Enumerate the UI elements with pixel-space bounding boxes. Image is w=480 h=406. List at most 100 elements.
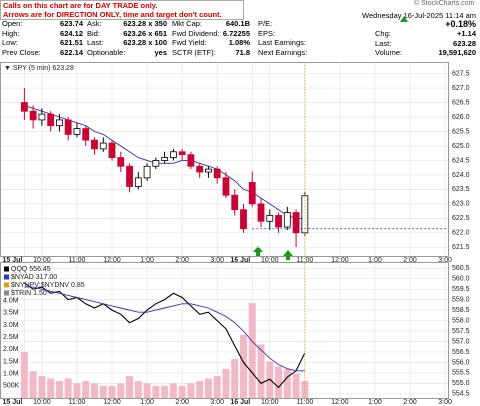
y-tick-label: 626.0 — [452, 114, 470, 121]
x-tick-label: 2:00 — [403, 399, 417, 406]
y-tick-label: 621.5 — [452, 244, 470, 251]
y2-tick-label: 1.0M — [3, 371, 19, 378]
candle-body — [143, 165, 151, 179]
volume-bar — [82, 380, 90, 398]
field-value: 623.28 x 100 — [123, 38, 167, 47]
candle-body — [64, 119, 72, 135]
legend-swatch — [4, 282, 9, 288]
volume-bar — [99, 385, 107, 398]
y2-tick-label: 500K — [3, 383, 20, 390]
x-tick-label: 16 Jul — [230, 257, 250, 264]
volume-bar — [29, 371, 37, 398]
candle-body — [169, 151, 177, 158]
notice-line: Arrows are for DIRECTION ONLY, time and … — [3, 10, 222, 19]
volume-bar — [292, 373, 300, 398]
top-panel — [0, 62, 449, 257]
y-tick-label: 560.0 — [452, 276, 470, 283]
volume-bar — [126, 376, 134, 398]
legend-entry: QQQ 556.45 — [11, 266, 51, 273]
y-tick-label: 555.0 — [452, 380, 470, 387]
y-tick-label: 557.5 — [452, 328, 470, 335]
candle-body — [126, 165, 133, 187]
y-tick-label: 623.0 — [452, 201, 470, 208]
candle-body — [275, 215, 282, 228]
field-label: Last: — [87, 38, 104, 47]
y-tick-label: 627.0 — [452, 85, 470, 92]
y-tick-label: 624.0 — [452, 172, 470, 179]
field-label: Mkt Cap: — [172, 19, 203, 28]
field-label: Fwd Yield: — [172, 38, 207, 47]
field-label: Prev Close: — [2, 47, 41, 57]
y2-tick-label: 3.0M — [3, 322, 19, 329]
change-pct: +0.18% — [445, 19, 476, 29]
volume-bar — [55, 380, 63, 398]
stat-value: +1.14 — [457, 29, 476, 38]
field-label: Last Earnings: — [258, 38, 306, 47]
legend-swatch — [4, 290, 9, 296]
y2-tick-label: 2.0M — [3, 346, 19, 353]
volume-bar — [283, 368, 291, 398]
x-tick-label: 12:00 — [103, 257, 121, 264]
field-label: P/E: — [258, 19, 273, 28]
x-tick-label: 3:00 — [210, 257, 224, 264]
candle-body — [205, 168, 212, 173]
volume-bar — [143, 383, 151, 398]
volume-bar — [152, 385, 160, 398]
volume-bar — [161, 385, 169, 398]
x-tick-label: 10:00 — [33, 257, 51, 264]
y-tick-label: 625.5 — [452, 128, 470, 135]
candle-body — [187, 154, 195, 167]
candle-body — [99, 142, 107, 150]
y2-tick-label: 1.5M — [3, 358, 19, 365]
candle-body — [248, 182, 256, 205]
volume-bar — [187, 383, 195, 398]
y-tick-label: 626.5 — [452, 99, 470, 106]
x-tick-label: 11:00 — [296, 257, 313, 264]
x-tick-label: 1:00 — [140, 257, 154, 264]
notice-line: Calls on this chart are for DAY TRADE on… — [3, 1, 158, 10]
field-label: EPS: — [258, 28, 276, 38]
candle-body — [73, 128, 81, 135]
volume-bar — [134, 380, 142, 398]
candle-body — [231, 194, 239, 211]
x-tick-label: 11:00 — [68, 257, 85, 264]
candle-body — [196, 165, 204, 173]
candle-body — [108, 142, 116, 158]
volume-bar — [169, 383, 177, 398]
volume-bar — [213, 376, 221, 398]
x-tick-label: 12:00 — [331, 257, 349, 264]
x-tick-label: 3:00 — [210, 399, 224, 406]
volume-bar — [90, 383, 98, 398]
up-arrow — [283, 250, 293, 260]
candle-body — [38, 113, 46, 121]
y-tick-label: 624.5 — [452, 157, 470, 164]
x-tick-label: 12:00 — [103, 399, 121, 406]
series-label: ▼ SPY (5 min) 623.28 — [4, 65, 74, 72]
x-tick-label: 10:00 — [33, 399, 51, 406]
stat-label: Chg: — [375, 29, 391, 38]
change-icon — [400, 16, 408, 22]
volume-bar — [117, 383, 125, 398]
x-tick-label: 12:00 — [331, 399, 349, 406]
x-tick-label: 16 Jul — [230, 399, 250, 406]
y-tick-label: 558.0 — [452, 317, 470, 324]
candle-body — [20, 102, 28, 112]
candle-body — [178, 151, 186, 156]
volume-bar — [64, 378, 72, 398]
x-tick-label: 15 Jul — [3, 257, 23, 264]
candle-body — [91, 139, 98, 150]
volume-bar — [248, 303, 256, 398]
candle-body — [29, 110, 37, 121]
legend-swatch — [4, 266, 9, 272]
legend-entry: $NYUPV:$NYDNV 0.85 — [11, 282, 85, 289]
field-value: 623.28 x 350 — [123, 19, 167, 28]
field-value: 622.14 — [60, 47, 83, 57]
y-tick-label: 556.0 — [452, 359, 470, 366]
field-value: 623.26 x 651 — [123, 28, 167, 38]
candle-body — [240, 209, 247, 230]
candle-body — [56, 119, 63, 127]
volume-bar — [178, 385, 186, 398]
x-tick-label: 1:00 — [368, 399, 382, 406]
x-tick-label: 1:00 — [368, 257, 382, 264]
